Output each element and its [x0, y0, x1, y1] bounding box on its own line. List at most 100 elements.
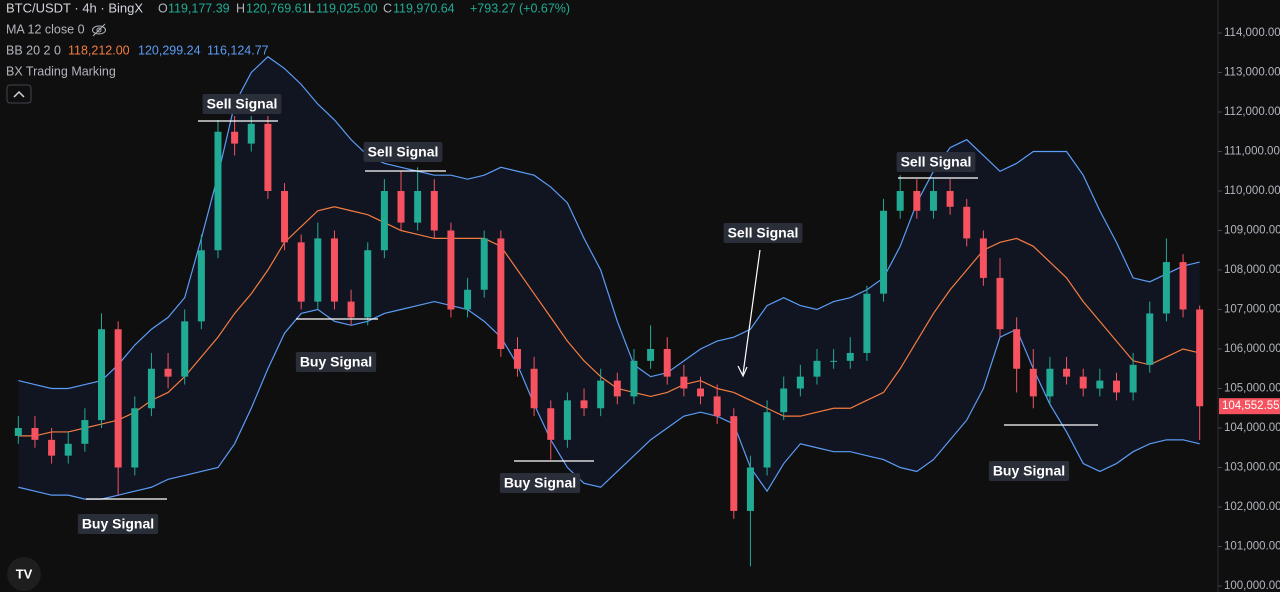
candle-body	[563, 400, 571, 440]
candle-body	[929, 191, 937, 211]
l-label: L	[308, 1, 315, 15]
bb-mid: 118,212.00	[68, 43, 130, 57]
candle-body	[513, 349, 521, 369]
candle-body	[1046, 368, 1054, 397]
candle-body	[896, 191, 904, 211]
candle-body	[763, 412, 771, 468]
candle-body	[397, 191, 405, 223]
candle-body	[1146, 313, 1154, 365]
candle-body	[1029, 368, 1037, 397]
signal-label: Sell Signal	[368, 144, 439, 160]
signal-label-bg	[77, 514, 159, 534]
candle-body	[547, 408, 555, 440]
y-tick-label: 104,000.00	[1224, 422, 1280, 434]
candle-body	[114, 329, 122, 468]
candle-body	[214, 131, 222, 251]
candle-body	[31, 428, 39, 440]
y-tick-label: 109,000.00	[1224, 225, 1280, 237]
bb-indicator[interactable]: BB 20 2 0	[6, 43, 61, 57]
y-tick-label: 107,000.00	[1224, 304, 1280, 316]
candle-body	[1096, 380, 1104, 389]
signal-label-bg	[896, 152, 976, 172]
candle-body	[330, 238, 338, 302]
y-tick-label: 113,000.00	[1224, 67, 1280, 79]
signal-label-bg	[988, 461, 1070, 481]
ma-indicator[interactable]: MA 12 close 0	[6, 22, 85, 36]
candle-body	[680, 376, 688, 389]
candle-body	[231, 131, 239, 144]
signal-label: Sell Signal	[728, 225, 799, 241]
marking-indicator[interactable]: BX Trading Marking	[6, 64, 116, 78]
band-fill	[18, 56, 1200, 500]
candle-body	[430, 191, 438, 231]
candle-body	[946, 191, 954, 207]
candle-body	[364, 250, 372, 318]
candle-body	[247, 123, 255, 144]
indicator-line	[18, 206, 1200, 437]
candle-body	[1112, 380, 1120, 393]
bb-lower: 116,124.77	[207, 43, 269, 57]
candle-body	[613, 380, 621, 397]
candle-body	[597, 380, 605, 409]
signal-label: Buy Signal	[504, 475, 576, 491]
signal-label: Buy Signal	[82, 516, 154, 532]
candle-body	[1196, 309, 1204, 407]
signal-label-bg	[202, 94, 282, 114]
o-value: 119,177.39	[168, 1, 230, 15]
candle-body	[580, 400, 588, 409]
y-tick-label: 114,000.00	[1224, 27, 1280, 39]
candle-body	[746, 467, 754, 511]
candle-body	[647, 349, 655, 361]
candle-body	[414, 191, 422, 223]
candle-body	[197, 250, 205, 322]
candle-body	[464, 289, 472, 310]
candle-body	[380, 191, 388, 251]
y-tick-label: 101,000.00	[1224, 541, 1280, 553]
symbol[interactable]: BTC/USDT · 4h · BingX	[6, 0, 143, 15]
y-tick-label: 110,000.00	[1224, 185, 1280, 197]
svg-text:TV: TV	[16, 566, 33, 581]
candle-body	[813, 360, 821, 377]
hide-icon[interactable]	[92, 23, 106, 37]
candle-body	[1063, 368, 1071, 377]
candle-body	[796, 376, 804, 389]
signal-label: Sell Signal	[207, 96, 278, 112]
candle-body	[913, 191, 921, 211]
y-tick-label: 111,000.00	[1224, 146, 1280, 158]
y-tick-label: 100,000.00	[1224, 580, 1280, 592]
signal-label-bg	[295, 352, 377, 372]
indicator-line	[18, 300, 1200, 500]
h-value: 120,769.61	[246, 1, 309, 15]
tv-logo[interactable]: TV	[7, 557, 41, 591]
candle-body	[48, 439, 56, 456]
candle-body	[1079, 376, 1087, 389]
candle-body	[1129, 364, 1137, 393]
candle-body	[996, 277, 1004, 330]
plot	[14, 55, 1204, 567]
y-tick-label: 112,000.00	[1224, 106, 1280, 118]
candle-body	[630, 360, 638, 397]
candle-body	[1013, 329, 1021, 369]
candle-body	[530, 368, 538, 409]
collapse-button[interactable]	[6, 84, 32, 104]
candle-body	[480, 238, 488, 290]
candle-body	[264, 123, 272, 191]
candle-body	[713, 396, 721, 417]
h-label: H	[236, 1, 245, 15]
l-value: 119,025.00	[316, 1, 378, 15]
c-label: C	[383, 1, 392, 15]
candle-body	[780, 388, 788, 413]
candle-body	[830, 360, 838, 362]
bb-upper: 120,299.24	[138, 43, 201, 57]
o-label: O	[158, 1, 168, 15]
candle-body	[979, 238, 987, 278]
last-price-box	[1219, 398, 1280, 415]
signal-label-bg	[723, 223, 803, 243]
candle-body	[1179, 262, 1187, 310]
y-tick-label: 106,000.00	[1224, 343, 1280, 355]
candle-body	[281, 191, 289, 243]
candle-body	[147, 368, 155, 409]
signal-label-bg	[499, 473, 581, 493]
candle-body	[863, 293, 871, 353]
